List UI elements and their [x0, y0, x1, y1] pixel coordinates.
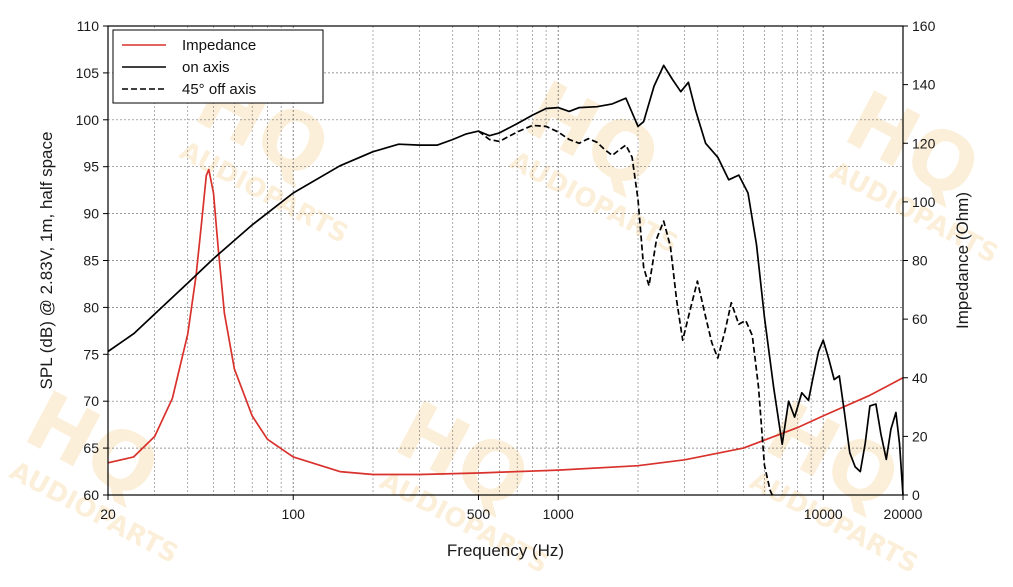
x-tick-label: 10000	[804, 506, 843, 522]
left-y-tick-label: 100	[76, 112, 100, 128]
x-tick-label: 100	[282, 506, 306, 522]
right-y-tick-label: 120	[912, 135, 936, 151]
left-y-tick-label: 85	[83, 253, 99, 269]
x-axis-title: Frequency (Hz)	[447, 541, 564, 560]
legend: Impedance on axis 45° off axis	[112, 29, 324, 104]
x-tick-label: 20000	[884, 506, 923, 522]
left-y-axis-title: SPL (dB) @ 2.83V, 1m, half space	[37, 132, 56, 390]
right-y-axis-title: Impedance (Ohm)	[953, 192, 972, 329]
right-y-tick-label: 60	[912, 311, 928, 327]
right-y-tick-label: 20	[912, 428, 928, 444]
left-y-tick-label: 75	[83, 346, 99, 362]
left-y-tick-label: 65	[83, 440, 99, 456]
x-tick-label: 1000	[543, 506, 574, 522]
legend-label-on-axis: on axis	[182, 59, 230, 76]
x-tick-label: 20	[100, 506, 116, 522]
left-y-tick-label: 90	[83, 206, 99, 222]
right-y-tick-label: 40	[912, 370, 928, 386]
left-y-tick-label: 80	[83, 299, 99, 315]
x-tick-label: 500	[467, 506, 491, 522]
tick-labels: 20 100 500 1000 10000 20000606570758085909510…	[76, 18, 936, 522]
legend-label-off-axis: 45° off axis	[182, 81, 256, 98]
series-line-on-axis	[107, 64, 904, 496]
left-y-tick-label: 110	[77, 18, 100, 34]
legend-label-impedance: Impedance	[182, 37, 256, 54]
grid-lines	[108, 26, 903, 495]
left-y-tick-label: 95	[83, 159, 99, 175]
left-y-tick-label: 60	[83, 487, 99, 503]
right-y-tick-label: 80	[912, 253, 928, 269]
series-line-impedance	[107, 168, 904, 476]
right-y-tick-label: 160	[912, 18, 936, 34]
left-y-tick-label: 70	[83, 393, 99, 409]
right-y-tick-label: 0	[912, 487, 920, 503]
left-y-tick-label: 105	[76, 65, 100, 81]
right-y-tick-label: 100	[912, 194, 936, 210]
right-y-tick-label: 140	[912, 77, 936, 93]
series-line-45-off-axis	[477, 124, 775, 499]
series-layer	[107, 64, 904, 499]
